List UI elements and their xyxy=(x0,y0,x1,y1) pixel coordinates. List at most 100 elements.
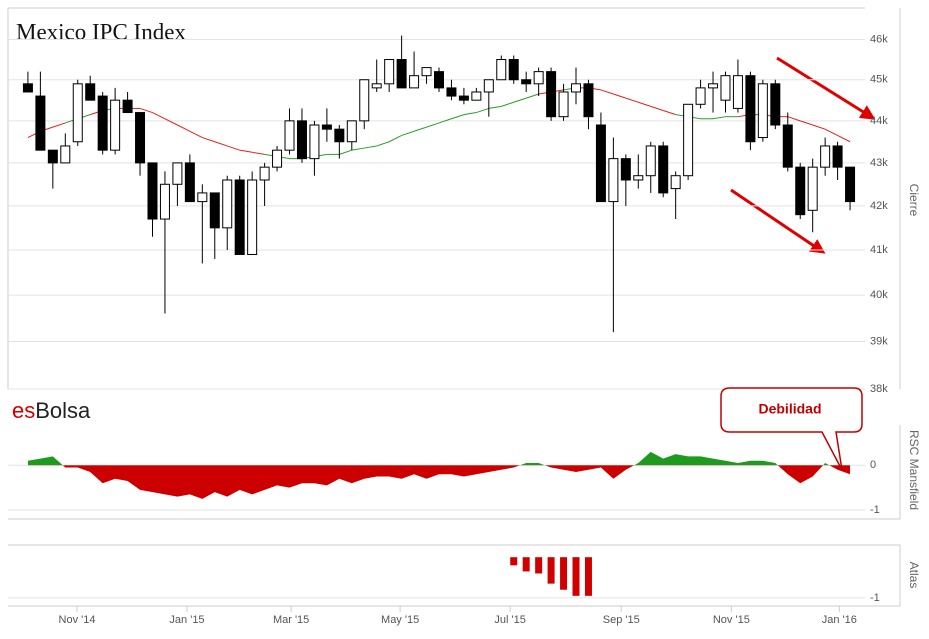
moving-average xyxy=(189,130,203,138)
annotation-text: Debilidad xyxy=(758,401,821,417)
candle-body xyxy=(708,83,719,89)
candle-body xyxy=(147,162,158,220)
candle-body xyxy=(595,124,606,203)
moving-average xyxy=(625,97,639,103)
candle-body xyxy=(820,145,831,168)
candle-body xyxy=(695,87,706,105)
moving-average xyxy=(613,93,626,99)
moving-average xyxy=(513,97,527,103)
candle-body xyxy=(284,120,295,151)
candle-body xyxy=(321,124,332,130)
brand-suffix: Bolsa xyxy=(35,398,91,423)
candle-body xyxy=(209,192,220,229)
candle-body xyxy=(135,112,146,164)
moving-average xyxy=(638,101,651,107)
candle-body xyxy=(172,162,183,185)
moving-average xyxy=(650,105,664,111)
x-tick-label: Jan '15 xyxy=(169,614,204,626)
y-tick-label: -1 xyxy=(870,504,880,516)
y-tick-label: 42k xyxy=(870,200,888,212)
rsc-area-positive xyxy=(27,451,830,466)
y-axis-title: Cierre xyxy=(907,184,921,217)
bar xyxy=(535,557,543,574)
candle-body xyxy=(683,103,694,177)
candle-body xyxy=(85,83,96,101)
y-axis-title: Atlas xyxy=(907,562,921,589)
annotation-bubble xyxy=(720,387,863,471)
candle-body xyxy=(608,158,619,203)
moving-average xyxy=(227,145,240,151)
y-tick-label: 0 xyxy=(870,459,876,471)
bar xyxy=(522,557,530,572)
moving-average xyxy=(426,122,440,128)
candle-body xyxy=(483,79,494,93)
moving-average xyxy=(837,135,851,143)
candle-body xyxy=(409,75,420,89)
candle-body xyxy=(247,179,258,255)
candle-body xyxy=(184,162,195,203)
moving-average xyxy=(712,116,726,120)
candle-body xyxy=(471,91,482,101)
candle-body xyxy=(222,179,233,229)
candle-body xyxy=(807,166,818,211)
trend-arrow xyxy=(776,56,876,120)
moving-average xyxy=(339,149,352,155)
candle-body xyxy=(272,149,283,168)
chart-title: Mexico IPC Index xyxy=(16,19,186,44)
candle-body xyxy=(832,145,843,168)
moving-average xyxy=(787,116,801,122)
candle-body xyxy=(433,71,444,89)
panel-frame xyxy=(7,7,901,607)
x-tick-label: Jul '15 xyxy=(494,614,525,626)
y-tick-label: -1 xyxy=(870,592,880,604)
candle-body xyxy=(782,124,793,168)
moving-average xyxy=(139,107,153,114)
moving-average xyxy=(488,105,502,109)
moving-average xyxy=(463,112,477,116)
candle-body xyxy=(658,145,669,194)
y-tick-label: 45k xyxy=(870,74,888,86)
candle-body xyxy=(845,166,856,203)
moving-average xyxy=(476,107,489,114)
candle-body xyxy=(35,95,46,151)
moving-average xyxy=(252,151,265,155)
candle-body xyxy=(309,124,320,160)
moving-average xyxy=(239,149,253,153)
candle-body xyxy=(296,120,307,160)
candle-body xyxy=(620,158,631,181)
candle-body xyxy=(259,166,270,181)
candle-body xyxy=(122,99,133,114)
candle-body xyxy=(47,149,58,164)
x-tick-label: May '15 xyxy=(381,614,419,626)
y-tick-label: 44k xyxy=(870,115,888,127)
candle-body xyxy=(334,128,345,143)
candle-body xyxy=(384,59,395,85)
candle-body xyxy=(72,83,83,143)
y-tick-label: 40k xyxy=(870,289,888,301)
moving-average xyxy=(177,124,191,132)
candle-body xyxy=(371,83,382,89)
y-tick-label: 46k xyxy=(870,33,888,45)
brand-prefix: es xyxy=(12,398,35,423)
bar xyxy=(560,557,568,590)
candle-body xyxy=(583,83,594,118)
rsc-area-negative xyxy=(27,465,851,499)
candle-body xyxy=(446,87,457,97)
candle-body xyxy=(60,145,71,164)
candle-body xyxy=(22,83,33,93)
candle-body xyxy=(546,71,557,118)
candle-body xyxy=(633,175,644,181)
moving-average xyxy=(164,118,178,126)
moving-average xyxy=(438,118,452,124)
candle-body xyxy=(571,83,582,93)
moving-average xyxy=(451,114,465,120)
candle-body xyxy=(745,75,756,143)
moving-average xyxy=(214,141,228,147)
x-tick-label: Sep '15 xyxy=(603,614,640,626)
moving-average xyxy=(401,130,415,136)
moving-average xyxy=(388,135,402,143)
x-tick-label: Nov '14 xyxy=(59,614,96,626)
candle-body xyxy=(720,75,731,101)
candle-body xyxy=(533,71,544,85)
y-tick-label: 39k xyxy=(870,335,888,347)
